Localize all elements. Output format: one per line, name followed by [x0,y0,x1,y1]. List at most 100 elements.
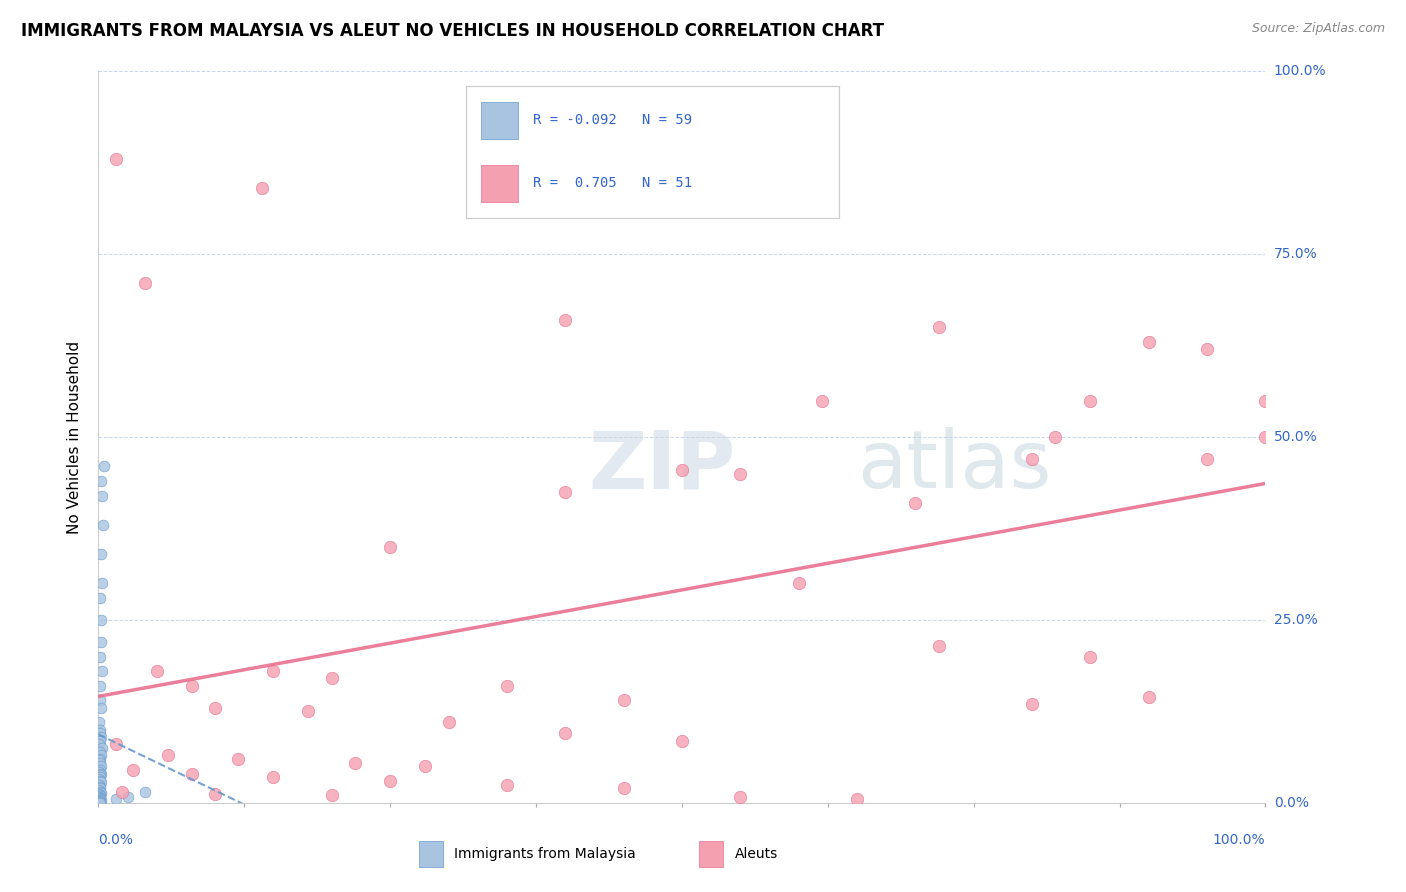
Point [380,773,402,788]
Point [344,756,367,770]
Point [89,723,111,737]
Point [321,789,343,803]
Point [89,773,111,788]
Point [87,715,110,730]
Point [1254,430,1277,444]
Point [87,791,110,805]
Point [250,181,273,195]
Point [89,752,111,766]
Text: 0.0%: 0.0% [1274,796,1309,810]
Point [1045,430,1067,444]
Point [811,393,834,408]
Point [89,795,111,809]
Point [89,789,111,803]
Point [437,715,460,730]
Point [87,795,110,809]
Point [89,745,111,759]
Text: 25.0%: 25.0% [1274,613,1317,627]
Point [90,730,112,744]
Point [554,313,576,327]
Point [89,780,111,794]
Point [87,787,110,801]
Point [90,748,112,763]
Point [89,763,111,777]
Point [904,496,927,510]
Point [1021,452,1043,467]
Point [146,664,169,678]
Point [104,792,127,806]
Point [90,740,112,755]
Point [321,672,343,686]
Point [1080,649,1102,664]
Point [204,787,226,801]
Point [846,792,869,806]
Point [90,793,112,807]
Point [90,700,112,714]
Point [89,726,111,740]
Point [93,459,115,474]
Point [134,785,156,799]
Point [413,759,436,773]
Point [554,726,576,740]
Point [1137,690,1160,704]
Point [262,770,284,784]
Point [496,679,519,693]
Point [671,733,693,747]
Point [87,753,110,767]
Point [87,778,110,792]
Point [87,765,110,780]
Point [297,705,319,719]
Text: 75.0%: 75.0% [1274,247,1317,261]
Text: 0.0%: 0.0% [98,833,134,847]
Point [89,679,111,693]
Point [87,796,110,810]
Point [87,772,110,787]
Point [87,737,110,751]
Text: 50.0%: 50.0% [1274,430,1317,444]
Point [89,792,111,806]
Point [91,517,114,532]
Point [104,737,127,751]
Point [90,786,112,800]
Text: ZIP: ZIP [589,427,735,506]
Point [89,790,111,805]
Text: 100.0%: 100.0% [1274,64,1326,78]
Point [89,794,111,808]
Point [1254,393,1277,408]
Point [380,540,402,554]
Point [730,467,752,481]
Point [90,759,112,773]
Point [89,796,111,810]
Point [1137,334,1160,349]
Text: IMMIGRANTS FROM MALAYSIA VS ALEUT NO VEHICLES IN HOUSEHOLD CORRELATION CHART: IMMIGRANTS FROM MALAYSIA VS ALEUT NO VEH… [21,22,884,40]
Point [671,463,693,477]
Point [89,649,111,664]
Point [612,693,634,707]
Point [730,789,752,804]
Point [111,785,134,799]
Point [89,770,111,784]
Point [90,664,112,678]
Point [1021,697,1043,711]
Point [90,547,112,561]
Point [104,152,127,166]
Point [134,277,156,291]
Point [928,320,950,334]
Point [89,733,111,747]
Point [204,700,226,714]
Point [89,756,111,770]
Text: atlas: atlas [858,427,1052,506]
Point [928,639,950,653]
Point [554,485,576,500]
Point [89,781,111,796]
Point [262,664,284,678]
Point [612,781,634,796]
Point [89,693,111,707]
Point [90,474,112,488]
Point [89,768,111,782]
Point [180,679,202,693]
Point [787,576,810,591]
Point [1197,452,1219,467]
Point [90,489,112,503]
Text: Source: ZipAtlas.com: Source: ZipAtlas.com [1251,22,1385,36]
